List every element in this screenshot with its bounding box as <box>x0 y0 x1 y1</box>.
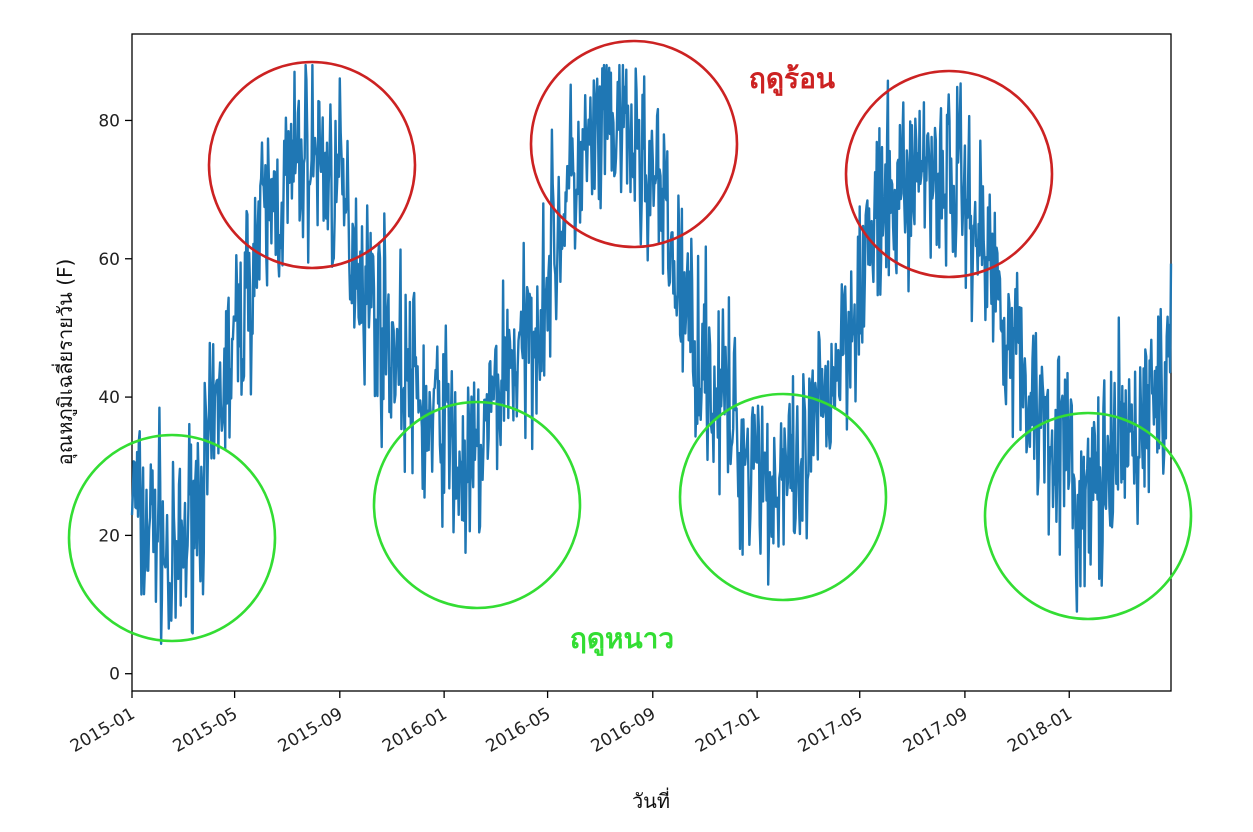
x-tick-label: 2017-05 <box>795 704 867 757</box>
hot-season-circle <box>529 39 739 249</box>
season-annotations <box>67 39 1193 643</box>
x-tick-label: 2016-01 <box>379 704 451 757</box>
cold-season-circle <box>372 400 582 610</box>
cold-season-circle <box>983 411 1193 621</box>
y-axis-title: อุณหภูมิเฉลี่ยรายวัน (F) <box>51 259 78 466</box>
cold-season-circle <box>678 392 888 602</box>
y-axis: 0 20 40 60 80 <box>98 111 132 685</box>
cold-season-label: ฤดูหนาว <box>570 622 674 656</box>
series-line <box>130 63 1173 645</box>
hot-season-circle <box>207 60 417 270</box>
x-axis: 2015-01 2015-05 2015-09 2016-01 2016-05 2016-… <box>67 691 1076 757</box>
y-tick-label: 40 <box>98 388 120 408</box>
x-tick-label: 2018-01 <box>1004 704 1076 757</box>
y-tick-label: 80 <box>98 111 120 131</box>
y-tick-label: 60 <box>98 250 120 270</box>
x-tick-label: 2016-05 <box>483 704 555 757</box>
y-tick-label: 0 <box>109 665 120 685</box>
x-tick-label: 2017-09 <box>900 704 972 757</box>
x-tick-label: 2015-01 <box>67 704 139 757</box>
x-axis-title: วันที่ <box>632 787 670 813</box>
hot-season-label: ฤดูร้อน <box>749 62 835 96</box>
hot-season-circle <box>844 69 1054 279</box>
cold-season-circle <box>67 433 277 643</box>
x-tick-label: 2015-05 <box>170 704 242 757</box>
x-tick-label: 2016-09 <box>588 704 660 757</box>
x-tick-label: 2015-09 <box>275 704 347 757</box>
x-tick-label: 2017-01 <box>692 704 764 757</box>
y-tick-label: 20 <box>98 526 120 546</box>
